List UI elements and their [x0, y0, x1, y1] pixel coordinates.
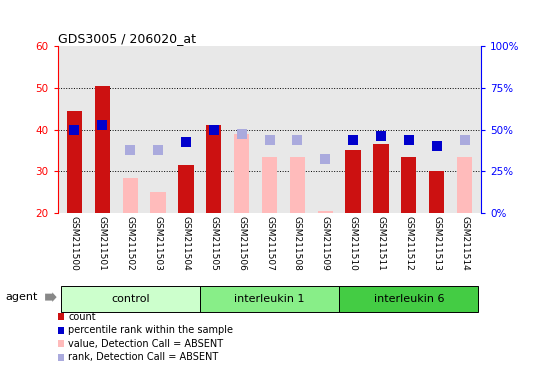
Bar	[429, 171, 444, 213]
Text: GSM211508: GSM211508	[293, 216, 302, 271]
Bar	[60, 286, 200, 311]
Text: GSM211512: GSM211512	[404, 216, 413, 271]
Text: count: count	[68, 312, 96, 322]
Text: GSM211505: GSM211505	[210, 216, 218, 271]
Bar	[200, 286, 339, 311]
Text: GSM211500: GSM211500	[70, 216, 79, 271]
Text: interleukin 1: interleukin 1	[234, 293, 305, 304]
Bar	[178, 165, 194, 213]
Bar	[345, 151, 361, 213]
Point	[237, 131, 246, 137]
Point	[126, 147, 135, 154]
Bar	[457, 157, 472, 213]
Bar	[339, 286, 478, 311]
Text: GSM211509: GSM211509	[321, 216, 329, 271]
Text: GDS3005 / 206020_at: GDS3005 / 206020_at	[58, 32, 196, 45]
Text: agent: agent	[6, 292, 38, 302]
Text: GSM211511: GSM211511	[376, 216, 386, 271]
Bar	[373, 144, 389, 213]
Point	[404, 137, 413, 143]
Bar	[206, 126, 222, 213]
Point	[98, 122, 107, 129]
Text: GSM211507: GSM211507	[265, 216, 274, 271]
Text: GSM211513: GSM211513	[432, 216, 441, 271]
Point	[377, 133, 386, 139]
Text: rank, Detection Call = ABSENT: rank, Detection Call = ABSENT	[68, 352, 218, 362]
Text: GSM211514: GSM211514	[460, 216, 469, 271]
Text: GSM211502: GSM211502	[126, 216, 135, 271]
Bar	[290, 157, 305, 213]
Text: GSM211506: GSM211506	[237, 216, 246, 271]
Bar	[150, 192, 166, 213]
Point	[265, 137, 274, 143]
Point	[349, 137, 358, 143]
Bar	[401, 157, 416, 213]
Point	[293, 137, 302, 143]
Text: GSM211503: GSM211503	[153, 216, 163, 271]
Point	[210, 126, 218, 132]
Bar	[123, 178, 138, 213]
Text: GSM211510: GSM211510	[349, 216, 358, 271]
Point	[432, 143, 441, 149]
Text: GSM211504: GSM211504	[182, 216, 190, 271]
Point	[460, 137, 469, 143]
Point	[153, 147, 162, 154]
Text: GSM211501: GSM211501	[98, 216, 107, 271]
Bar	[317, 211, 333, 213]
Bar	[262, 157, 277, 213]
Point	[182, 139, 190, 145]
Text: interleukin 6: interleukin 6	[373, 293, 444, 304]
Point	[70, 126, 79, 132]
Bar	[95, 86, 110, 213]
Text: control: control	[111, 293, 150, 304]
Text: percentile rank within the sample: percentile rank within the sample	[68, 325, 233, 335]
Point	[321, 156, 329, 162]
Bar	[234, 134, 249, 213]
Bar	[67, 111, 82, 213]
Text: value, Detection Call = ABSENT: value, Detection Call = ABSENT	[68, 339, 223, 349]
